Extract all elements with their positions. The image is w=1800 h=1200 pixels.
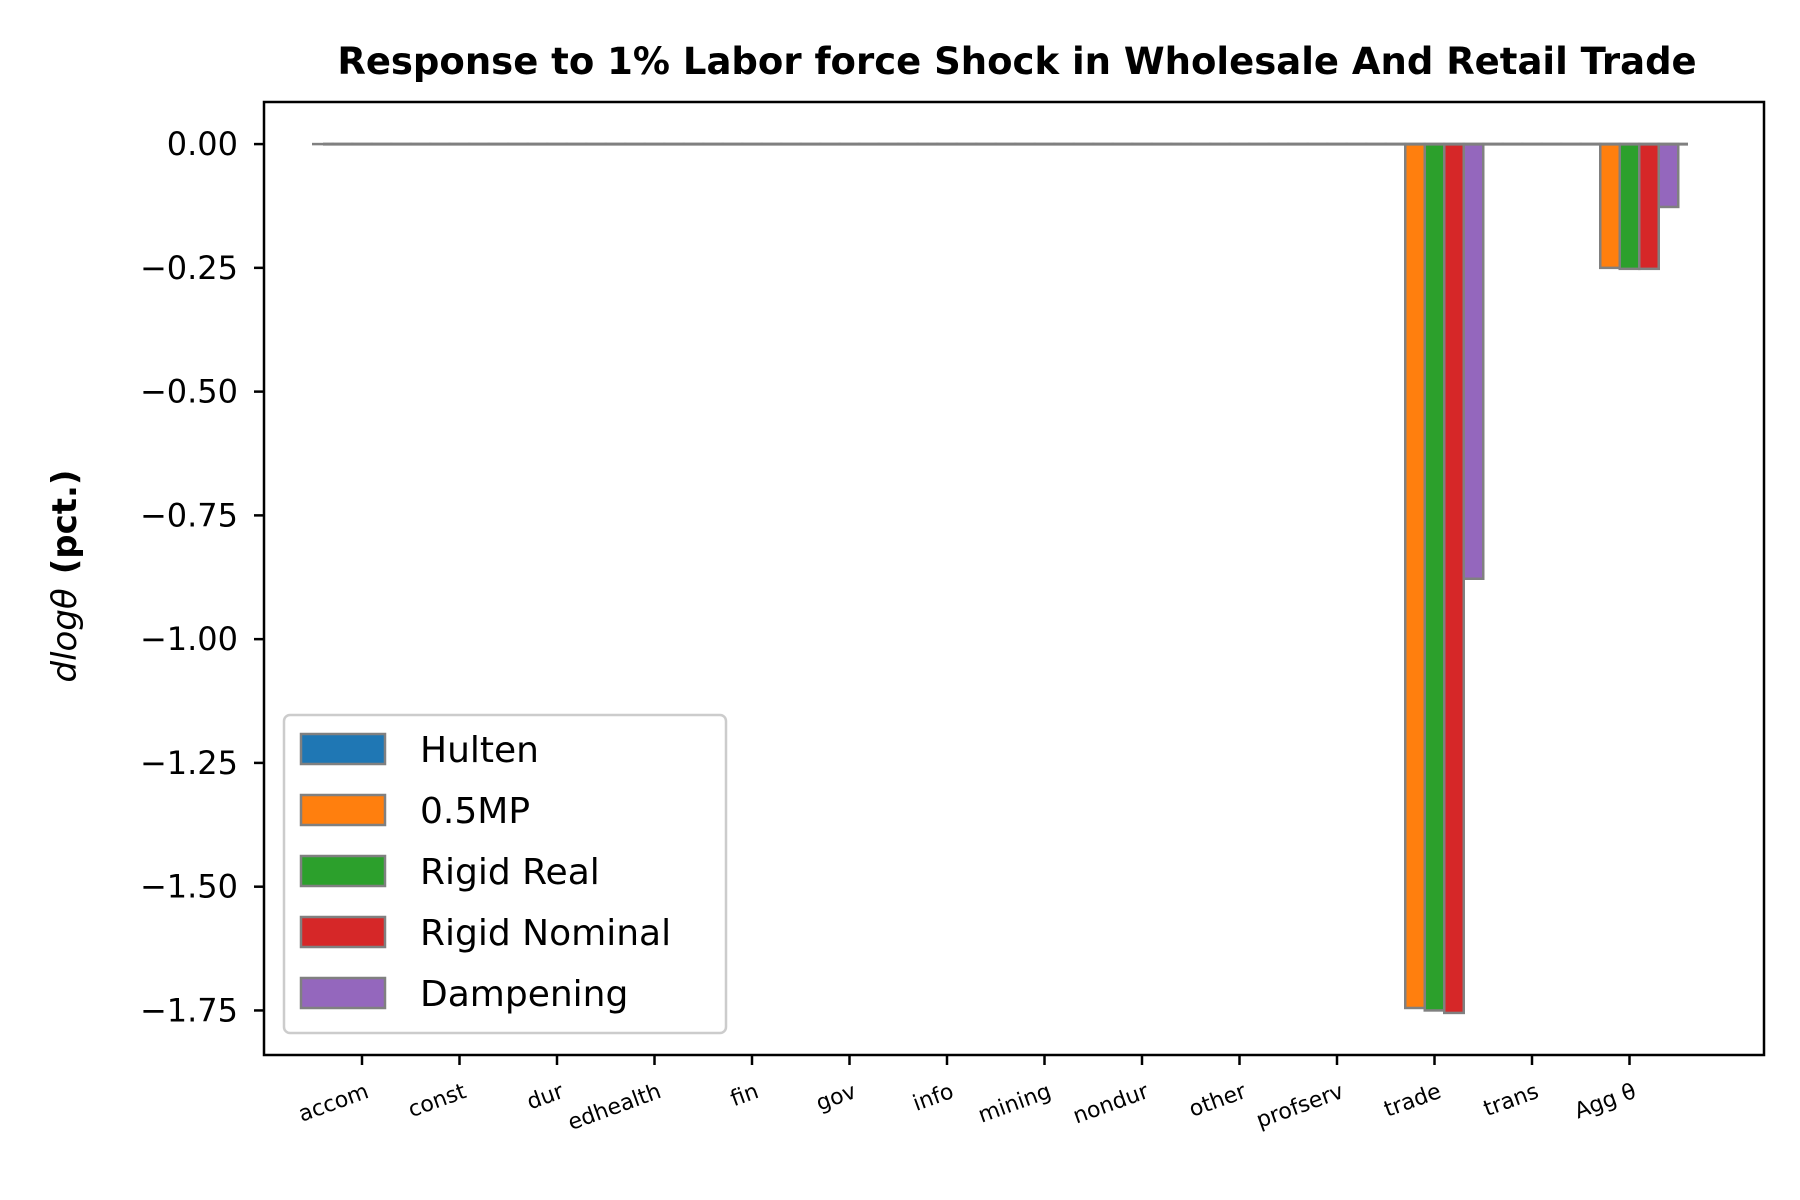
bars-layer [312,142,1688,1015]
x-tick-label-2: dur [524,1079,568,1115]
y-axis-label: dlogθ (pct.) [45,470,85,683]
x-tick-label-0: accom [295,1079,372,1127]
bar-rigid-nominal-11 [1443,142,1465,1015]
bar-dampening-13 [1657,142,1680,209]
svg-text:dlogθ(pct.): dlogθ (pct.) [45,470,85,683]
x-tick-label-10: profserv [1253,1079,1347,1134]
legend-box [282,713,728,1035]
x-tick-label-5: gov [813,1079,860,1116]
y-tick-label-6: −1.50 [140,868,238,906]
y-tick-label-2: −0.50 [140,373,238,411]
legend-swatch-0 [299,732,387,766]
x-tick-label-4: fin [727,1079,762,1112]
x-tick-label-1: const [405,1079,470,1123]
bar-rigid-real-11 [1423,142,1446,1012]
x-tick-label-8: nondur [1070,1079,1153,1130]
legend-swatch-2 [299,854,387,888]
bar-0-5mp-13 [1599,142,1621,270]
legend-label-4: Dampening [420,974,628,1015]
y-tick-label-1: −0.25 [140,249,238,287]
legend-label-2: Rigid Real [420,852,600,893]
y-tick-label-3: −0.75 [140,496,238,534]
x-tick-label-11: trade [1381,1079,1445,1123]
legend-label-3: Rigid Nominal [420,913,671,954]
legend-swatch-1 [299,793,387,827]
legend: Hulten 0.5MP Rigid Real Rigid Nominal Dampen… [282,713,728,1035]
bar-0-5mp-11 [1404,142,1426,1010]
chart-title: Response to 1% Labor force Shock in Whol… [337,40,1696,83]
y-tick-label-5: −1.25 [140,744,238,782]
y-tick-label-0: 0.00 [167,125,238,163]
x-tick-label-13: Agg θ [1571,1079,1639,1124]
y-axis-label-math: dlogθ [45,588,85,682]
bar-dampening-11 [1462,142,1485,581]
plot-frame [262,100,1766,1057]
y-tick-label-4: −1.00 [140,620,238,658]
y-axis-label-unit: (pct.) [45,470,85,575]
x-tick-label-6: info [910,1079,957,1117]
legend-label-1: 0.5MP [420,791,530,832]
bar-rigid-nominal-13 [1638,142,1660,271]
x-tick-label-3: edhealth [565,1079,665,1136]
y-tick-label-7: −1.75 [140,991,238,1029]
x-tick-label-7: mining [975,1079,1055,1128]
legend-label-0: Hulten [420,730,539,771]
legend-swatch-4 [299,976,387,1010]
legend-swatch-3 [299,915,387,949]
x-tick-label-12: trans [1480,1079,1542,1122]
x-tick-label-9: other [1186,1079,1251,1123]
bar-rigid-real-13 [1618,142,1641,271]
